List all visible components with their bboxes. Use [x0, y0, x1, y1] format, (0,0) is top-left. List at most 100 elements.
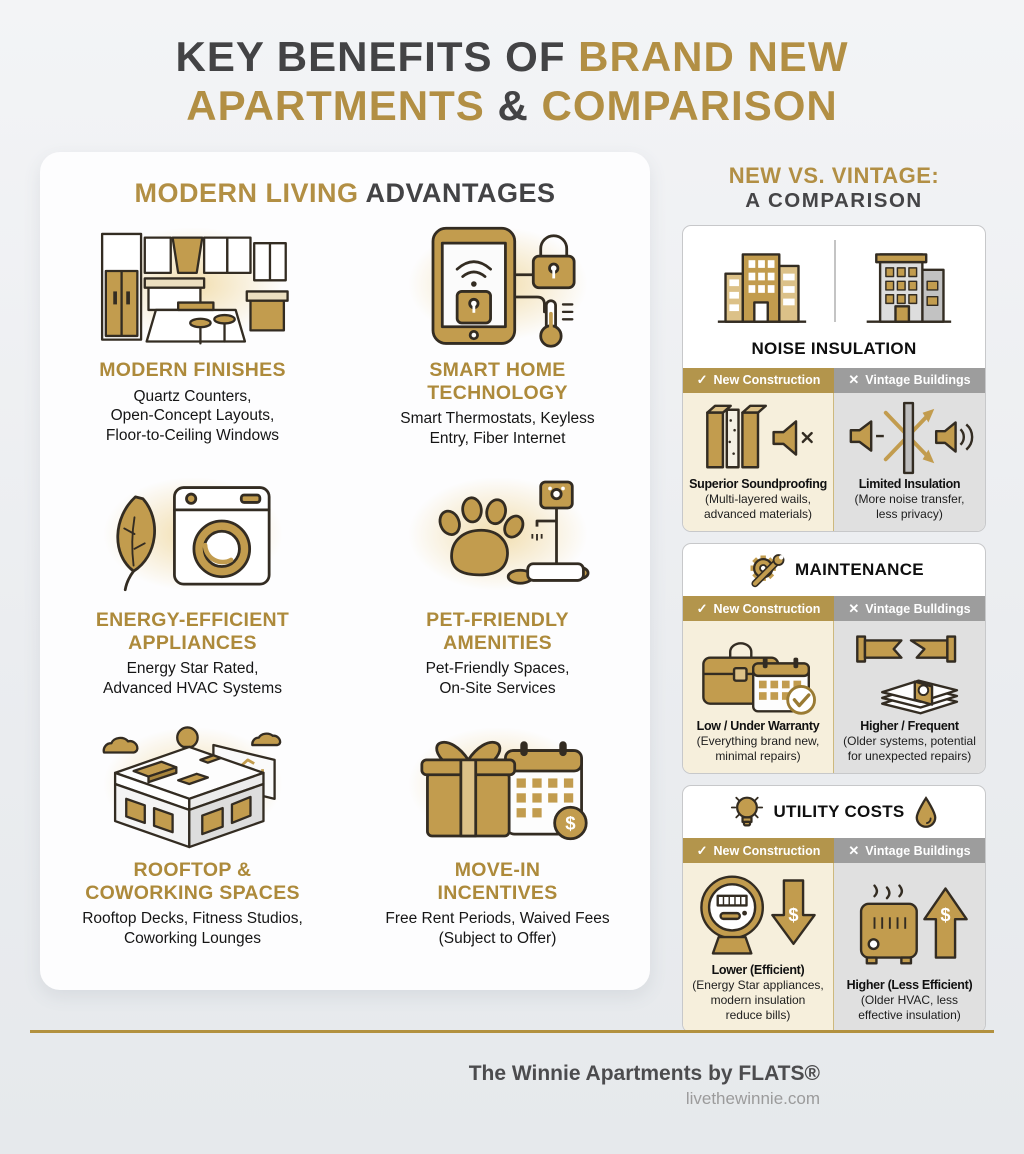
- toolbox-warranty-icon: [695, 627, 821, 719]
- comparison-heading: NEW VS. VINTAGE: A COMPARISON: [682, 163, 986, 214]
- old-heater-up-arrow-icon: $: [847, 869, 973, 978]
- vintage-buildings-label: Vintage Buildings: [865, 373, 971, 388]
- comparison-card-noise-insulation: NOISE INSULATION ✓ New Construction ✕ Vi…: [682, 224, 986, 533]
- gift-calendar-icon: $: [382, 711, 613, 857]
- card-content: Superior Soundproofing (Multi-layered wa…: [683, 392, 985, 532]
- cell-title: Low / Under Warranty: [696, 719, 820, 734]
- advantage-title: PET-FRIENDLY AMENITIES: [426, 609, 569, 654]
- check-icon: ✓: [696, 372, 708, 388]
- rooftop-icon: [77, 711, 308, 857]
- vintage-buildings-label: Vintage Buildings: [865, 843, 971, 858]
- cross-icon: ✕: [848, 600, 860, 616]
- new-construction-cell: Low / Under Warranty (Everything brand n…: [683, 621, 834, 774]
- new-construction-label: New Construction: [713, 373, 821, 388]
- new-construction-header: ✓ New Construction: [683, 367, 834, 393]
- vintage-buildings-cell: Higher / Frequent (Older systems, potent…: [834, 621, 985, 774]
- advantage-smart-home: SMART HOME TECHNOLOGY Smart Thermostats,…: [345, 211, 650, 461]
- kitchen-icon: [77, 211, 308, 357]
- vintage-buildings-header: ✕ Vintage Buildings: [834, 838, 985, 864]
- comparison-card-maintenance: MAINTENANCE ✓ New Construction ✕ Vintage…: [682, 543, 986, 775]
- card-title-row: UTILITY COSTS: [683, 786, 985, 838]
- advantage-title: SMART HOME TECHNOLOGY: [427, 359, 568, 404]
- card-title: MAINTENANCE: [795, 560, 924, 580]
- advantage-title: MODERN FINISHES: [99, 359, 286, 381]
- vintage-building-icon: [859, 248, 955, 330]
- title-gold-part: COMPARISON: [541, 82, 838, 130]
- title-dark-part: KEY BENEFITS OF: [175, 33, 566, 80]
- vintage-buildings-header: ✕ Vintage Buildings: [834, 367, 985, 393]
- vs-bar: ✓ New Construction ✕ Vintage Bulldings: [683, 596, 985, 622]
- advantage-energy-efficient: ENERGY-EFFICIENT APPLIANCES Energy Star …: [40, 461, 345, 711]
- new-building-icon: [714, 248, 810, 330]
- advantage-desc: Smart Thermostats, Keyless Entry, Fiber …: [400, 410, 595, 447]
- website-url: livethewinnie.com: [685, 1089, 820, 1108]
- page-title-line1: KEY BENEFITS OF BRAND NEW: [0, 32, 1024, 81]
- page-title: KEY BENEFITS OF BRAND NEW APARTMENTS & C…: [0, 32, 1024, 130]
- check-icon: ✓: [696, 600, 708, 616]
- advantage-title: ROOFTOP & COWORKING SPACES: [85, 859, 300, 904]
- advantage-pet-friendly: PET-FRIENDLY AMENITIES Pet-Friendly Spac…: [345, 461, 650, 711]
- broken-pipe-money-icon: [847, 627, 973, 719]
- comparison-panel: NEW VS. VINTAGE: A COMPARISON: [682, 163, 986, 1034]
- brand-name: The Winnie Apartments by FLATS®: [468, 1062, 820, 1085]
- soundproof-wall-icon: [698, 399, 818, 477]
- new-construction-label: New Construction: [713, 843, 821, 858]
- new-construction-header: ✓ New Construction: [683, 838, 834, 864]
- buildings-row: [683, 226, 985, 336]
- new-construction-cell: Superior Soundproofing (Multi-layered wa…: [683, 392, 834, 532]
- check-icon: ✓: [696, 842, 708, 858]
- title-amp: &: [497, 82, 529, 130]
- new-construction-cell: $ Lower (Efficient) (Energy Star applian…: [683, 863, 834, 1033]
- lightbulb-icon: [730, 794, 764, 830]
- vintage-buildings-label: Vintage Bulldings: [865, 601, 971, 616]
- cross-icon: ✕: [848, 372, 860, 388]
- new-construction-header: ✓ New Construction: [683, 596, 834, 622]
- energy-appliance-icon: [77, 461, 308, 607]
- vs-bar: ✓ New Construction ✕ Vintage Buildings: [683, 838, 985, 864]
- comparison-heading-gold: NEW VS. VINTAGE:: [728, 163, 940, 188]
- comparison-card-utility-costs: UTILITY COSTS ✓ New Construction ✕ Vinta…: [682, 785, 986, 1034]
- panel-heading-dark: ADVANTAGES: [365, 178, 556, 208]
- advantage-title: ENERGY-EFFICIENT APPLIANCES: [95, 609, 290, 654]
- divider: [834, 239, 836, 322]
- modern-living-panel: MODERN LIVING ADVANTAGES: [40, 152, 650, 990]
- cross-icon: ✕: [848, 842, 860, 858]
- advantage-desc: Pet-Friendly Spaces, On-Site Services: [425, 660, 570, 697]
- cell-title: Higher (Less Efficient): [846, 978, 973, 993]
- footer: The Winnie Apartments by FLATS® livethew…: [469, 1062, 820, 1109]
- vintage-buildings-cell: $ Higher (Less Efficient) (Older HVAC, l…: [834, 863, 985, 1033]
- title-gold-part: BRAND NEW: [578, 33, 849, 80]
- comparison-heading-dark: A COMPARISON: [745, 189, 923, 213]
- advantage-desc: Quartz Counters, Open-Concept Layouts, F…: [105, 387, 280, 444]
- pet-amenities-icon: [382, 461, 613, 607]
- card-content: $ Lower (Efficient) (Energy Star applian…: [683, 863, 985, 1033]
- card-title: UTILITY COSTS: [773, 802, 905, 822]
- footer-divider: [30, 1030, 994, 1033]
- svg-text:$: $: [565, 813, 576, 834]
- panel-heading-gold: MODERN LIVING: [134, 178, 359, 208]
- cell-desc: (Multi-layered wails, advanced materials…: [703, 491, 813, 521]
- page-title-line2: APARTMENTS & COMPARISON: [0, 81, 1024, 130]
- vs-bar: ✓ New Construction ✕ Vintage Buildings: [683, 367, 985, 393]
- utility-meter-down-arrow-icon: $: [695, 869, 821, 963]
- card-content: Low / Under Warranty (Everything brand n…: [683, 621, 985, 774]
- vintage-buildings-header: ✕ Vintage Bulldings: [834, 596, 985, 622]
- panel-heading: MODERN LIVING ADVANTAGES: [40, 152, 650, 209]
- title-gold-part: APARTMENTS: [186, 82, 485, 130]
- svg-text:$: $: [940, 905, 950, 925]
- advantage-rooftop-coworking: ROOFTOP & COWORKING SPACES Rooftop Decks…: [40, 711, 345, 961]
- water-droplet-icon: [914, 796, 938, 829]
- advantage-desc: Free Rent Periods, Waived Fees (Subject …: [385, 910, 610, 947]
- svg-text:$: $: [788, 905, 798, 925]
- cell-title: Lower (Efficient): [711, 963, 805, 978]
- cell-desc: (Energy Star appliances, modern insulati…: [692, 978, 824, 1022]
- advantages-grid: MODERN FINISHES Quartz Counters, Open-Co…: [40, 211, 650, 961]
- vintage-buildings-cell: Limited Insulation (More noise transfer,…: [834, 392, 985, 532]
- cell-desc: (Older systems, potential for unexpected…: [843, 734, 976, 763]
- gear-wrench-icon: [744, 551, 786, 589]
- advantage-modern-finishes: MODERN FINISHES Quartz Counters, Open-Co…: [40, 211, 345, 461]
- noise-transfer-icon: [845, 399, 975, 477]
- cell-desc: (Older HVAC, less effective insulation): [858, 993, 961, 1022]
- advantage-title: MOVE-IN INCENTIVES: [437, 859, 558, 904]
- advantage-desc: Energy Star Rated, Advanced HVAC Systems: [103, 660, 282, 697]
